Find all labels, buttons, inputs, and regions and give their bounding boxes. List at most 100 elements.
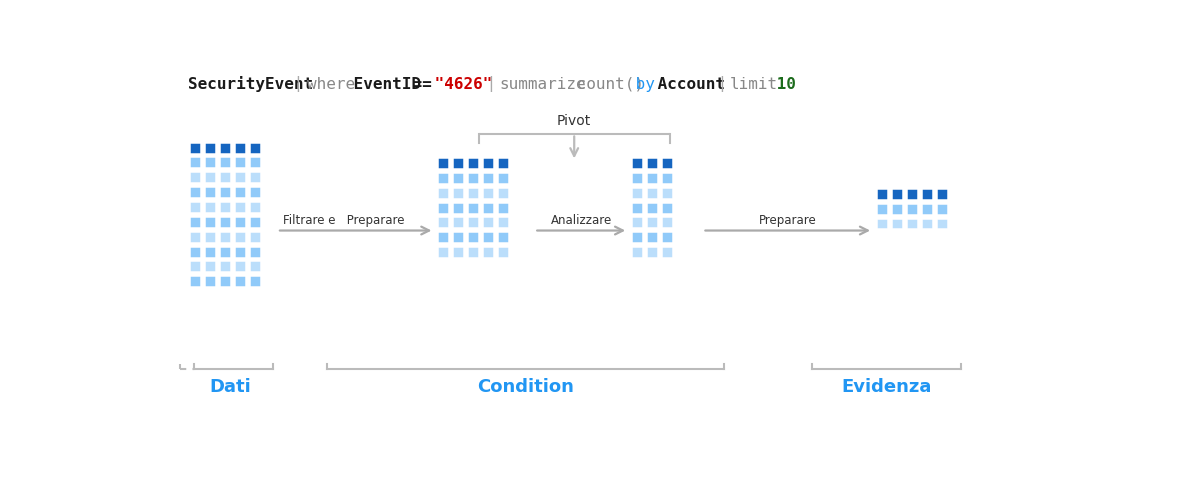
Bar <box>204 172 216 183</box>
Bar <box>220 261 231 273</box>
Text: count(): count() <box>567 77 643 92</box>
Bar <box>204 216 216 228</box>
Bar <box>190 172 202 183</box>
Bar <box>876 188 888 200</box>
Bar <box>190 245 202 258</box>
Bar <box>631 246 643 258</box>
Bar <box>468 187 480 199</box>
Bar <box>452 157 464 169</box>
Text: Preparare: Preparare <box>759 214 816 227</box>
Bar <box>631 187 643 199</box>
Text: summarize: summarize <box>500 77 586 92</box>
Bar <box>647 231 659 243</box>
Bar <box>468 231 480 243</box>
Bar <box>661 202 673 213</box>
Bar <box>438 187 450 199</box>
Bar <box>438 157 450 169</box>
Bar <box>482 187 494 199</box>
Bar <box>220 245 231 258</box>
Bar <box>220 172 231 183</box>
Bar <box>438 231 450 243</box>
Bar <box>891 203 903 215</box>
Bar <box>438 216 450 228</box>
Text: EventID: EventID <box>344 77 421 92</box>
Bar <box>497 187 509 199</box>
Text: 10: 10 <box>767 77 796 92</box>
Bar <box>249 201 261 213</box>
Bar <box>921 203 933 215</box>
Bar <box>497 246 509 258</box>
Bar <box>249 142 261 153</box>
Bar <box>234 245 246 258</box>
Bar <box>452 231 464 243</box>
Bar <box>190 275 202 287</box>
Bar <box>190 142 202 153</box>
Bar <box>204 231 216 242</box>
Bar <box>468 246 480 258</box>
Bar <box>661 157 673 169</box>
Bar <box>204 245 216 258</box>
Bar <box>249 275 261 287</box>
Bar <box>204 201 216 213</box>
Text: by: by <box>626 77 655 92</box>
Bar <box>234 156 246 169</box>
Bar <box>452 216 464 228</box>
Bar <box>647 187 659 199</box>
Bar <box>249 156 261 169</box>
Bar <box>497 216 509 228</box>
Bar <box>631 231 643 243</box>
Bar <box>468 157 480 169</box>
Bar <box>482 246 494 258</box>
Bar <box>468 172 480 184</box>
Bar <box>647 246 659 258</box>
Bar <box>204 142 216 153</box>
Bar <box>935 217 948 229</box>
Bar <box>482 231 494 243</box>
Bar <box>891 188 903 200</box>
Bar <box>190 216 202 228</box>
Bar <box>876 203 888 215</box>
Bar <box>249 245 261 258</box>
Text: |: | <box>477 76 506 92</box>
Bar <box>204 186 216 198</box>
Bar <box>452 172 464 184</box>
Bar <box>631 172 643 184</box>
Bar <box>190 201 202 213</box>
Bar <box>438 202 450 213</box>
Bar <box>452 246 464 258</box>
Bar <box>935 203 948 215</box>
Bar <box>482 157 494 169</box>
Text: Filtrare e   Preparare: Filtrare e Preparare <box>283 214 404 227</box>
Bar <box>249 172 261 183</box>
Bar <box>647 157 659 169</box>
Bar <box>190 156 202 169</box>
Bar <box>220 275 231 287</box>
Text: Condition: Condition <box>477 378 574 396</box>
Bar <box>647 216 659 228</box>
Bar <box>661 246 673 258</box>
Bar <box>631 157 643 169</box>
Bar <box>497 157 509 169</box>
Bar <box>249 231 261 242</box>
Bar <box>482 216 494 228</box>
Bar <box>661 187 673 199</box>
Bar <box>249 186 261 198</box>
Bar <box>220 156 231 169</box>
Text: Evidenza: Evidenza <box>841 378 932 396</box>
Bar <box>921 217 933 229</box>
Bar <box>249 261 261 273</box>
Bar <box>204 156 216 169</box>
Bar <box>234 142 246 153</box>
Bar <box>234 172 246 183</box>
Text: Dati: Dati <box>210 378 252 396</box>
Bar <box>876 217 888 229</box>
Bar <box>631 202 643 213</box>
Bar <box>482 172 494 184</box>
Bar <box>905 188 917 200</box>
Bar <box>438 246 450 258</box>
Text: "4626": "4626" <box>426 77 493 92</box>
Bar <box>497 172 509 184</box>
Bar <box>647 172 659 184</box>
Bar <box>204 261 216 273</box>
Bar <box>468 202 480 213</box>
